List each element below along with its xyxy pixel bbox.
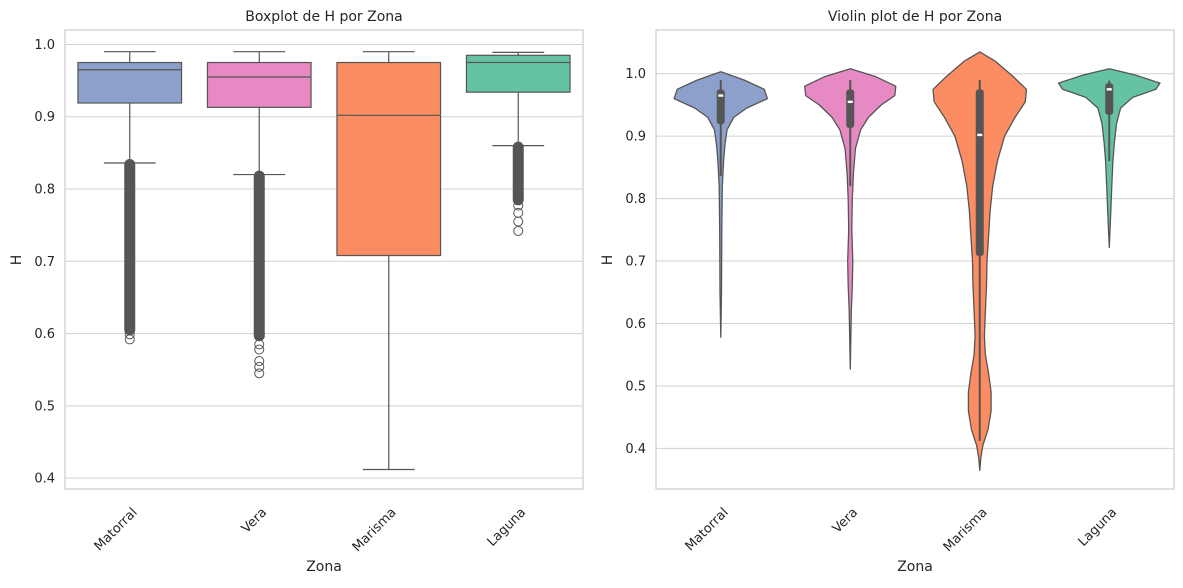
y-tick-label: 0.5 (625, 379, 646, 394)
box-matorral (77, 51, 183, 345)
y-tick-labels: 0.4 0.5 0.6 0.7 0.8 0.9 1.0 (625, 67, 646, 457)
y-tick-label: 1.0 (34, 38, 55, 53)
x-tick-labels: Matorral Vera Marisma Laguna (683, 505, 1120, 555)
y-tick-label: 0.4 (34, 472, 55, 487)
inner-box (846, 89, 855, 129)
x-tick-label-marisma: Marisma (941, 505, 991, 555)
outlier-point (513, 225, 524, 236)
iqr-box (77, 61, 183, 104)
outlier-cluster (253, 170, 265, 342)
y-tick-label: 1.0 (625, 67, 646, 82)
boxplot-panel: 0.4 0.5 0.6 0.7 0.8 0.9 1.0 Matorral Vera Marism… (9, 9, 584, 575)
y-tick-label: 0.6 (625, 317, 646, 332)
inner-median (718, 94, 724, 97)
y-tick-label: 0.5 (34, 399, 55, 414)
y-tick-label: 0.8 (625, 192, 646, 207)
x-tick-label-laguna: Laguna (485, 505, 529, 549)
violin-marisma (932, 51, 1028, 471)
outlier-point (254, 356, 265, 367)
x-tick-label-matorral: Matorral (92, 505, 141, 554)
y-tick-label: 0.7 (625, 255, 646, 270)
inner-median (847, 100, 853, 104)
iqr-box (465, 54, 571, 93)
grid (65, 43, 583, 479)
outlier-point (124, 329, 135, 340)
x-tick-label-marisma: Marisma (350, 505, 400, 555)
outlier-point (124, 334, 135, 345)
violin-body (804, 68, 897, 370)
chart-title: Boxplot de H por Zona (245, 9, 403, 25)
outlier-point (254, 361, 265, 372)
violin-panel: 0.4 0.5 0.6 0.7 0.8 0.9 1.0 Matorral Vera Marism… (600, 9, 1175, 575)
inner-median (977, 133, 983, 137)
outlier-point (254, 344, 265, 355)
inner-box (975, 89, 984, 257)
y-tick-labels: 0.4 0.5 0.6 0.7 0.8 0.9 1.0 (34, 38, 55, 487)
box-vera (206, 51, 312, 379)
x-tick-label-matorral: Matorral (683, 505, 732, 554)
violin-vera (804, 68, 897, 370)
grid (656, 73, 1174, 449)
inner-median (1106, 88, 1112, 91)
y-tick-label: 0.4 (625, 442, 646, 457)
x-axis-label: Zona (306, 559, 342, 575)
outlier-point (513, 200, 524, 211)
plot-area (64, 29, 584, 490)
x-tick-label-laguna: Laguna (1076, 505, 1120, 549)
y-tick-label: 0.9 (625, 130, 646, 145)
box-marisma (336, 51, 442, 471)
box-laguna (465, 51, 571, 236)
x-tick-labels: Matorral Vera Marisma Laguna (92, 505, 529, 555)
x-tick-label-vera: Vera (830, 505, 861, 536)
outlier-cluster (124, 159, 136, 336)
y-axis-label: H (600, 255, 616, 266)
y-tick-label: 0.6 (34, 327, 55, 342)
inner-box (1105, 83, 1114, 115)
x-tick-label-vera: Vera (239, 505, 270, 536)
chart-title: Violin plot de H por Zona (828, 9, 1002, 25)
iqr-box (206, 61, 312, 108)
y-tick-label: 0.7 (34, 255, 55, 270)
violins (673, 51, 1161, 471)
boxes (77, 51, 571, 471)
y-tick-label: 0.8 (34, 183, 55, 198)
violin-matorral (673, 71, 769, 338)
outlier-cluster (512, 141, 524, 206)
outlier-point (254, 368, 265, 379)
y-axis-label: H (9, 255, 25, 266)
inner-box (716, 89, 725, 125)
x-axis-label: Zona (897, 559, 933, 575)
outlier-point (254, 339, 265, 350)
iqr-box (336, 61, 442, 257)
y-tick-label: 0.9 (34, 110, 55, 125)
violin-laguna (1057, 68, 1161, 248)
violin-body (673, 71, 769, 338)
